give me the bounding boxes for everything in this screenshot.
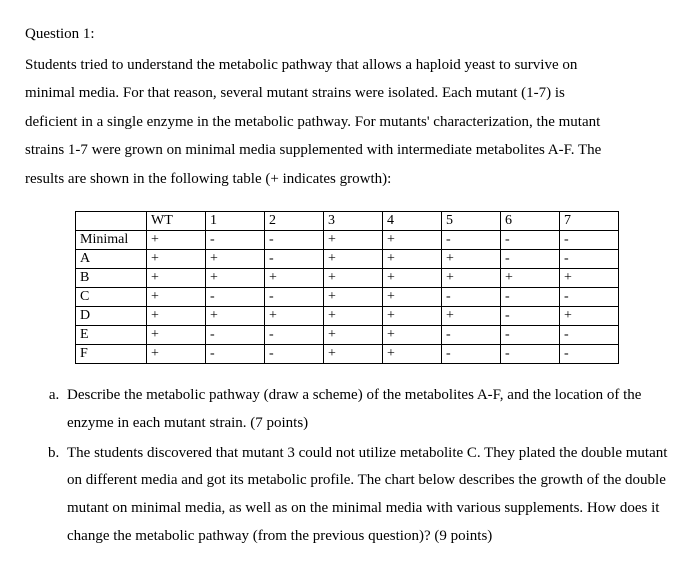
cell: + [383,231,442,250]
cell: - [560,326,619,345]
cell: + [560,269,619,288]
table-row: E + - - + + - - - [76,326,619,345]
row-label: C [76,288,147,307]
cell: + [206,269,265,288]
cell: - [560,345,619,364]
cell: - [265,288,324,307]
cell: - [442,231,501,250]
header-cell: 2 [265,212,324,231]
cell: - [265,326,324,345]
table-row: D + + + + + + - + [76,307,619,326]
intro-line: deficient in a single enzyme in the meta… [25,108,675,137]
cell: + [324,307,383,326]
cell: + [383,345,442,364]
cell: + [383,288,442,307]
cell: + [147,345,206,364]
cell: + [206,307,265,326]
cell: + [383,326,442,345]
header-cell: 5 [442,212,501,231]
cell: - [442,288,501,307]
header-cell: 7 [560,212,619,231]
header-cell: 3 [324,212,383,231]
table-row: C + - - + + - - - [76,288,619,307]
cell: - [560,288,619,307]
cell: + [147,288,206,307]
header-cell: 4 [383,212,442,231]
intro-paragraph: Students tried to understand the metabol… [25,51,675,194]
cell: - [501,288,560,307]
cell: + [383,269,442,288]
cell: + [324,345,383,364]
cell: + [324,269,383,288]
cell: + [206,250,265,269]
cell: + [501,269,560,288]
cell: - [206,345,265,364]
cell: + [383,307,442,326]
cell: - [501,231,560,250]
cell: - [560,250,619,269]
cell: + [324,326,383,345]
cell: - [206,231,265,250]
cell: - [560,231,619,250]
cell: - [265,231,324,250]
cell: - [206,288,265,307]
subquestion-b: The students discovered that mutant 3 co… [63,440,675,551]
row-label: A [76,250,147,269]
table-row: B + + + + + + + + [76,269,619,288]
row-label: Minimal [76,231,147,250]
cell: + [147,269,206,288]
row-label: F [76,345,147,364]
intro-line: Students tried to understand the metabol… [25,51,675,80]
table-row: F + - - + + - - - [76,345,619,364]
cell: + [383,250,442,269]
cell: + [265,307,324,326]
cell: - [501,345,560,364]
intro-line: minimal media. For that reason, several … [25,79,675,108]
cell: + [324,288,383,307]
cell: + [324,231,383,250]
row-label: D [76,307,147,326]
cell: - [501,326,560,345]
cell: - [501,250,560,269]
table-row: A + + - + + + - - [76,250,619,269]
cell: + [147,231,206,250]
cell: + [560,307,619,326]
cell: - [206,326,265,345]
growth-table: WT 1 2 3 4 5 6 7 Minimal + - - + + - - -… [75,211,619,364]
intro-line: results are shown in the following table… [25,165,675,194]
cell: - [501,307,560,326]
header-cell: 1 [206,212,265,231]
cell: + [265,269,324,288]
header-cell [76,212,147,231]
cell: + [147,250,206,269]
table-header-row: WT 1 2 3 4 5 6 7 [76,212,619,231]
cell: - [442,345,501,364]
header-cell: 6 [501,212,560,231]
row-label: E [76,326,147,345]
row-label: B [76,269,147,288]
subquestion-list: Describe the metabolic pathway (draw a s… [25,382,675,551]
cell: - [265,250,324,269]
header-cell: WT [147,212,206,231]
cell: + [324,250,383,269]
cell: + [147,307,206,326]
subquestion-a: Describe the metabolic pathway (draw a s… [63,382,675,438]
intro-line: strains 1-7 were grown on minimal media … [25,136,675,165]
cell: - [265,345,324,364]
cell: + [442,307,501,326]
cell: + [442,250,501,269]
table-row: Minimal + - - + + - - - [76,231,619,250]
question-heading: Question 1: [25,20,675,49]
cell: + [442,269,501,288]
cell: + [147,326,206,345]
cell: - [442,326,501,345]
